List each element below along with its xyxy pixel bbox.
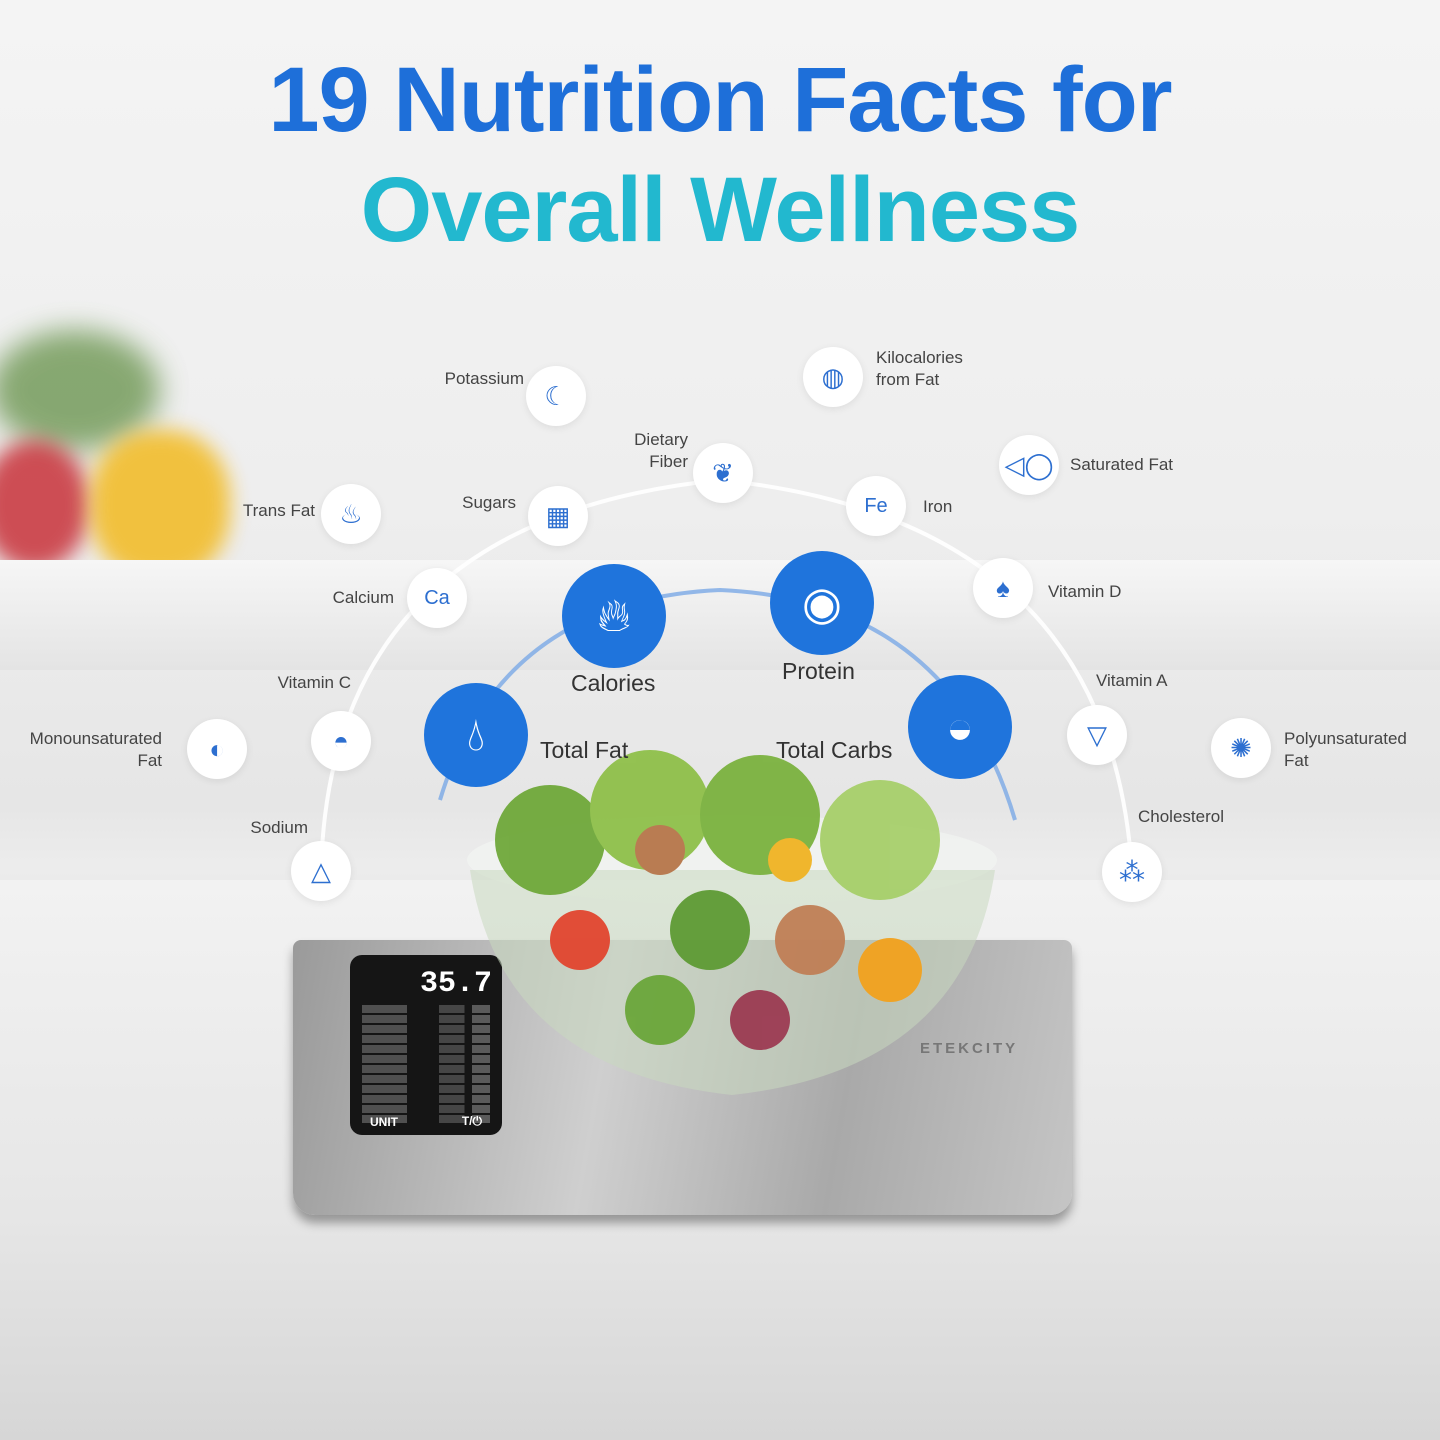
minor-label: Kilocalories from Fat: [876, 348, 963, 389]
minor-label: Dietary Fiber: [634, 430, 688, 471]
minor-label: Vitamin C: [277, 673, 351, 692]
minor-label: Cholesterol: [1138, 807, 1224, 826]
minor-label: Iron: [923, 497, 953, 516]
headline-line-2: Overall Wellness: [360, 159, 1081, 261]
minor-label: Vitamin D: [1048, 582, 1122, 601]
mushroom-icon: ♠: [973, 558, 1033, 618]
banana-icon: ☾: [526, 366, 586, 426]
background-shelf: [0, 560, 1440, 670]
salad-bowl: [467, 750, 997, 1095]
major-label: Calories: [571, 670, 656, 696]
carrot-icon: ▽: [1067, 705, 1127, 765]
major-label: Total Carbs: [776, 737, 893, 763]
minor-label: Calcium: [332, 588, 394, 607]
minor-label: Sodium: [250, 818, 308, 837]
minor-label: Sugars: [462, 493, 516, 512]
minor-label: Monounsaturated Fat: [29, 729, 162, 770]
droplets-icon: 💧︎: [424, 683, 528, 787]
scale-display: 35.7 UNIT T/⏻: [350, 955, 502, 1135]
wheat-icon: ❦: [693, 443, 753, 503]
lemon-icon: ◓: [311, 711, 371, 771]
major-label: Protein: [782, 658, 855, 684]
salt-icon: △: [291, 841, 351, 901]
minor-label: Potassium: [444, 369, 524, 388]
avocado-icon: ◐: [187, 719, 247, 779]
weight-reading: 35.7: [419, 967, 492, 1001]
headline-line-1: 19 Nutrition Facts for: [268, 49, 1172, 151]
nutrition-readout: [362, 1003, 490, 1125]
walnut-icon: ✺: [1211, 718, 1271, 778]
blurred-tomato: [0, 440, 90, 570]
blurred-pepper: [90, 430, 230, 580]
minor-label: Saturated Fat: [1070, 455, 1174, 474]
brand-logo: ETEKCITY: [920, 1040, 1019, 1057]
tare-power-button[interactable]: T/⏻: [461, 1114, 482, 1128]
sugar-cubes-icon: ▦: [528, 486, 588, 546]
flame-icon: 🔥︎: [562, 564, 666, 668]
minor-label: Vitamin A: [1096, 671, 1168, 690]
iron-pill-icon: Fe: [846, 476, 906, 536]
rice-bowl-icon: ◒: [908, 675, 1012, 779]
unit-button[interactable]: UNIT: [370, 1115, 398, 1129]
artery-icon: ⁂: [1102, 842, 1162, 902]
fried-egg-icon: ◉: [770, 551, 874, 655]
cupcake-icon: ♨: [321, 484, 381, 544]
calcium-jar-icon: Ca: [407, 568, 467, 628]
blurred-greens: [0, 330, 160, 450]
steak-icon: ◍: [803, 347, 863, 407]
fish-icon: ◁◯: [999, 435, 1059, 495]
major-label: Total Fat: [540, 737, 629, 763]
minor-label: Polyunsaturated Fat: [1284, 729, 1407, 770]
minor-label: Trans Fat: [242, 501, 315, 520]
